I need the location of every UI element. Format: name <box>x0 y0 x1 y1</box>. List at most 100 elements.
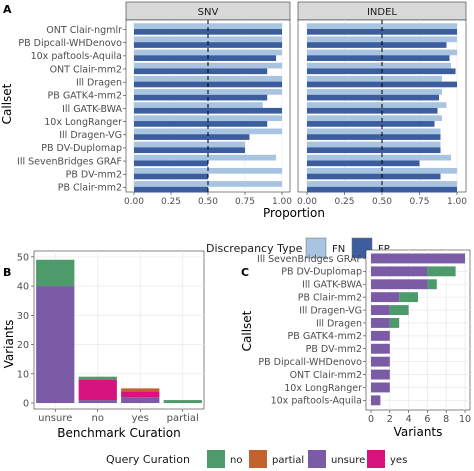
bar-c-unsure <box>371 279 428 290</box>
category-label-a: PB Clair-mm2 <box>58 183 122 194</box>
bar-snv-fp <box>134 68 268 75</box>
bar-indel-fn <box>307 36 457 43</box>
bar-indel-fp <box>307 173 441 180</box>
legend-b-label-yes: yes <box>390 455 407 466</box>
bar-snv-fn <box>134 49 282 56</box>
query-curation-legend: Query Curation no partial unsure yes <box>106 450 407 468</box>
bar-indel-fp <box>307 68 456 75</box>
bar-snv-fp <box>134 160 208 167</box>
bar-snv-fp <box>134 173 208 180</box>
bar-indel-fp <box>307 55 450 61</box>
panel-b-x-ticks: unsure no yes partial <box>38 409 199 424</box>
panel-b-bars <box>36 259 202 403</box>
legend-a-title: Discrepancy Type <box>206 242 303 255</box>
panel-b: B Variants Benchmark Curation 0 10 20 30 40 5… <box>2 250 205 440</box>
legend-b-title: Query Curation <box>106 453 190 466</box>
bar-c-unsure <box>371 343 390 354</box>
x-tick-label-a: 1.00 <box>272 197 292 207</box>
y-tick-label-b: 0 <box>23 399 29 410</box>
legend-b-swatch-no <box>207 450 225 468</box>
x-tick-label-b: no <box>92 413 104 424</box>
category-label-c: PB Clair-mm2 <box>298 292 362 303</box>
legend-b-swatch-unsure <box>308 450 326 468</box>
bar-indel-fp <box>307 42 447 48</box>
bar-c-no <box>427 266 456 277</box>
x-tick-label-a: 0.50 <box>198 197 218 207</box>
panel-c-category-labels: Ill SevenBridges GRAF PB DV-Duplomap Ill G… <box>257 254 366 407</box>
bar-indel-fp <box>307 29 457 35</box>
legend-b-label-no: no <box>230 455 242 466</box>
x-tick-label-c: 10 <box>459 414 471 425</box>
bar-indel-fn <box>307 75 442 82</box>
panel-c-ylabel: Callset <box>240 310 254 351</box>
category-label-a: Ill GATK-BWA <box>62 104 122 115</box>
bar-b-no <box>78 376 117 380</box>
bar-snv-fp <box>134 134 250 140</box>
y-tick-label-b: 30 <box>17 311 29 322</box>
x-tick-label-c: 6 <box>424 414 430 425</box>
panel-a: A Callset Proportion SNV INDEL ONT Clair… <box>0 1 467 259</box>
bar-indel-fp <box>307 160 420 167</box>
panel-b-letter: B <box>3 266 11 279</box>
bar-c-unsure <box>371 382 390 393</box>
bar-b-unsure <box>36 286 75 403</box>
bar-c-unsure <box>371 305 390 315</box>
category-label-c: Ill Dragen-VG <box>299 305 362 316</box>
bar-b-unsure <box>121 397 160 403</box>
bar-b-unsure <box>78 400 117 403</box>
facet-label-indel: INDEL <box>367 7 397 18</box>
bar-snv-fn <box>134 141 245 148</box>
category-label-c: PB DV-mm2 <box>306 344 362 355</box>
x-tick-label-a: 1.00 <box>447 197 467 207</box>
y-tick-label-b: 50 <box>17 252 29 263</box>
x-tick-label-a: 0.25 <box>161 197 181 207</box>
category-label-c: PB GATK4-mm2 <box>288 331 362 342</box>
panel-a-xlabel: Proportion <box>263 206 325 220</box>
bar-b-no <box>36 259 75 287</box>
panel-a-reference-lines <box>207 20 383 192</box>
bar-snv-fn <box>134 36 282 43</box>
category-label-a: PB GATK4-mm2 <box>48 91 122 102</box>
bar-snv-fp <box>134 107 282 114</box>
bar-indel-fn <box>307 128 441 135</box>
bar-c-unsure <box>371 369 390 380</box>
bar-indel-fn <box>307 141 441 148</box>
x-tick-label-a: 0.75 <box>235 197 255 207</box>
bar-snv-fp <box>134 94 268 101</box>
panel-a-letter: A <box>3 3 12 16</box>
bar-snv-fp <box>134 186 208 193</box>
bar-c-unsure <box>371 356 390 367</box>
x-tick-label-b: partial <box>167 413 199 424</box>
legend-a-label-fp: FP <box>378 244 390 255</box>
bar-c-unsure <box>371 318 390 328</box>
y-tick-label-b: 10 <box>17 369 29 380</box>
bar-b-partial <box>121 388 160 392</box>
bar-snv-fn <box>134 154 277 161</box>
panel-a-x-ticks: 0.00 0.25 0.50 0.75 1.00 0.00 0.25 0.50 0.75 1.00 <box>124 192 467 207</box>
panel-b-xlabel: Benchmark Curation <box>57 426 180 440</box>
panel-c-x-ticks: 0 2 4 6 8 10 <box>368 410 471 425</box>
category-label-c: Ill Dragen <box>316 318 362 329</box>
category-label-c: Ill SevenBridges GRAF <box>257 254 362 265</box>
category-label-a: PB Dipcall-WHDenovo <box>18 38 122 49</box>
bar-snv-fn <box>134 128 282 135</box>
category-label-a: PB DV-mm2 <box>66 170 122 181</box>
panel-c-xlabel: Variants <box>394 425 443 439</box>
panel-c: C Callset Variants Ill SevenBridges GRAF… <box>240 249 471 439</box>
bar-indel-fp <box>307 94 439 101</box>
legend-b-swatch-yes <box>367 450 385 468</box>
y-tick-label-b: 40 <box>17 282 29 293</box>
bar-c-no <box>399 292 418 303</box>
y-tick-label-b: 20 <box>17 340 29 351</box>
bar-indel-fp <box>307 134 441 140</box>
bar-c-unsure <box>371 292 400 303</box>
bar-snv-fn <box>134 23 282 29</box>
bar-c-no <box>389 318 400 328</box>
category-label-c: 10x LongRanger <box>284 383 362 394</box>
panel-b-ylabel: Variants <box>2 320 16 369</box>
panel-a-ylabel: Callset <box>0 83 14 124</box>
legend-a-label-fn: FN <box>332 244 345 255</box>
bar-c-unsure <box>371 330 390 341</box>
category-label-c: Ill GATK-BWA <box>302 280 362 291</box>
